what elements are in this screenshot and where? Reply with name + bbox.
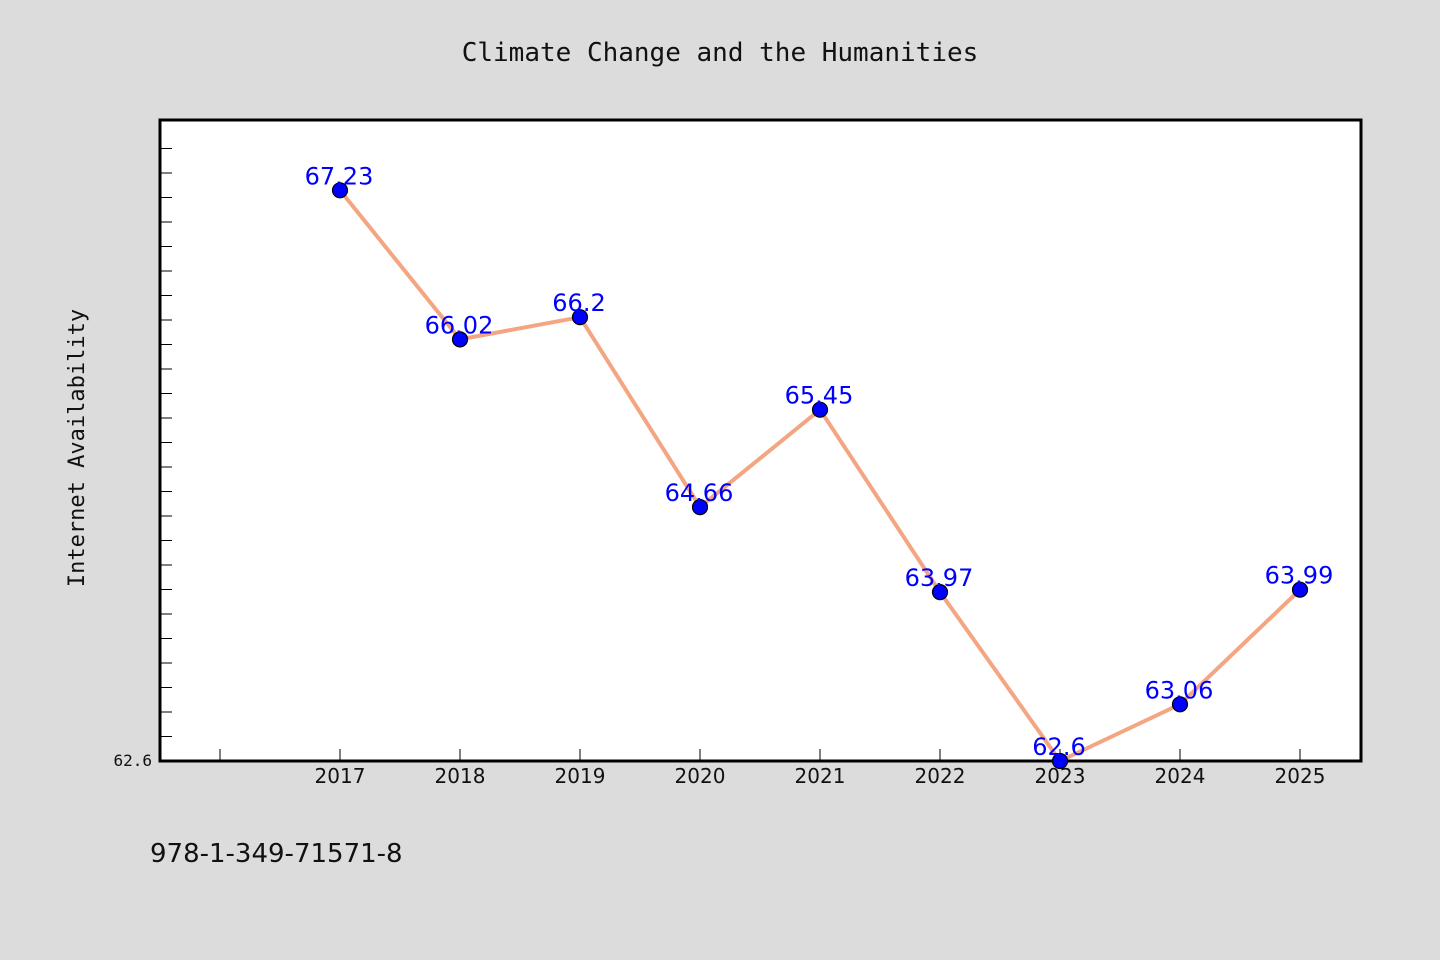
x-tick-label: 2017 xyxy=(315,764,366,788)
data-point xyxy=(1171,696,1189,713)
x-tick-label: 2021 xyxy=(795,764,846,788)
isbn-footer: 978-1-349-71571-8 xyxy=(150,839,403,869)
data-label: 63.06 xyxy=(1145,676,1214,704)
x-tick-label: 2025 xyxy=(1275,764,1326,788)
data-label: 63.99 xyxy=(1265,562,1334,590)
x-axis-ticks: 2017 2018 2019 2020 2021 2022 2023 2024 2025 xyxy=(219,749,1326,788)
series-markers xyxy=(331,182,1309,770)
x-tick-label: 2018 xyxy=(435,764,486,788)
data-label: 66.2 xyxy=(552,289,605,317)
data-label: 66.02 xyxy=(425,311,494,339)
y-axis-ticks xyxy=(160,148,172,737)
plot-area xyxy=(158,118,1363,763)
y-axis-tick-labels: 62.6 xyxy=(113,751,152,770)
data-point xyxy=(1291,581,1309,598)
data-label: 62.6 xyxy=(1032,733,1085,761)
data-point xyxy=(811,401,829,418)
x-tick-label: 2019 xyxy=(555,764,606,788)
data-label: 65.45 xyxy=(785,382,854,410)
y-axis-label: Internet Availability xyxy=(65,309,90,587)
y-tick-label: 62.6 xyxy=(113,751,152,770)
x-tick-label: 2020 xyxy=(675,764,726,788)
data-label: 64.66 xyxy=(665,479,734,507)
data-point xyxy=(691,499,709,516)
x-tick-label: 2022 xyxy=(915,764,966,788)
data-point xyxy=(931,583,949,601)
data-point xyxy=(1051,752,1069,770)
data-label: 63.97 xyxy=(905,564,974,592)
x-tick-label: 2024 xyxy=(1155,764,1206,788)
chart-title: Climate Change and the Humanities xyxy=(462,38,979,68)
data-point xyxy=(451,331,469,348)
series-data-labels: 67.23 66.02 66.2 64.66 65.45 63.97 62.6 63.06 63… xyxy=(305,162,1334,761)
data-label: 67.23 xyxy=(305,162,374,190)
data-point xyxy=(571,309,589,326)
data-point xyxy=(331,182,349,199)
